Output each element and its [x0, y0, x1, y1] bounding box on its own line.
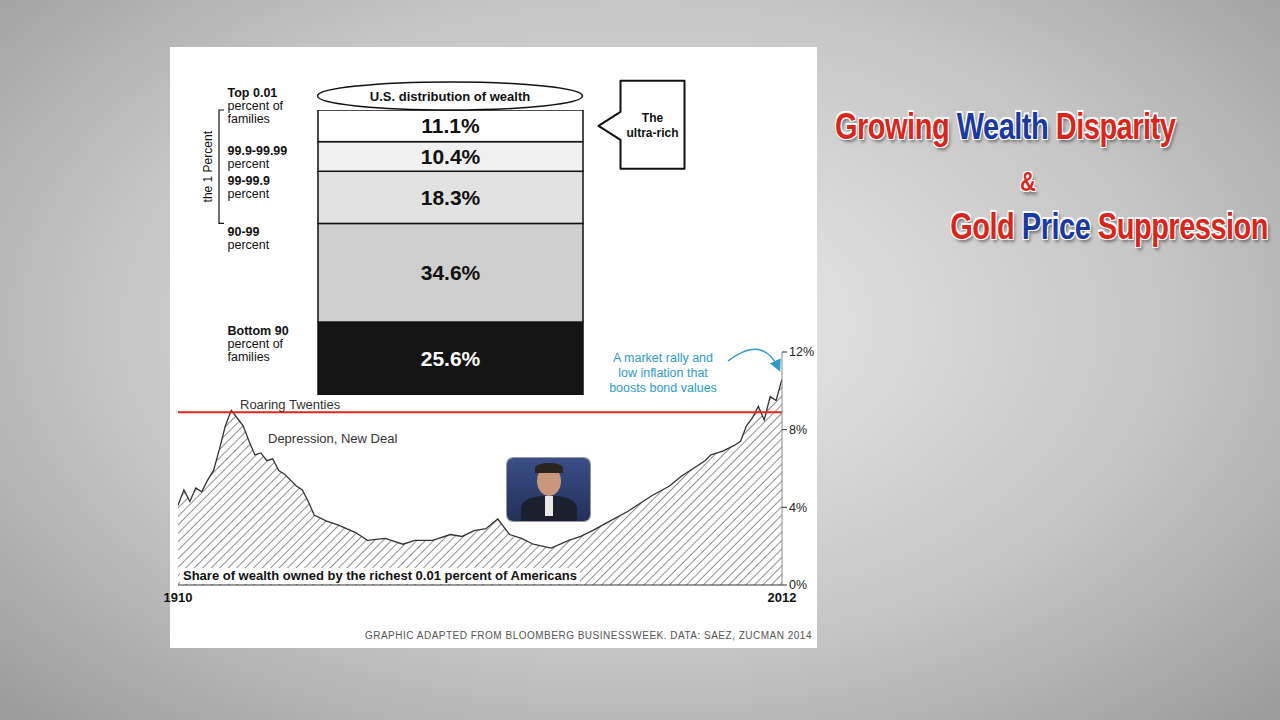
svg-text:the 1 Percent: the 1 Percent — [201, 130, 215, 202]
svg-text:Top 0.01percent offamilies: Top 0.01percent offamilies — [228, 86, 284, 126]
html-text:Gold Price Suppression: Gold Price Suppression — [950, 206, 1268, 246]
svg-text:U.S. distribution of wealth: U.S. distribution of wealth — [370, 89, 530, 104]
svg-text:25.6%: 25.6% — [421, 347, 481, 370]
svg-text:99-99.9percent: 99-99.9percent — [228, 174, 270, 201]
svg-text:99.9-99.99percent: 99.9-99.99percent — [228, 144, 288, 171]
svg-text:18.3%: 18.3% — [421, 186, 481, 209]
svg-text:12%: 12% — [789, 345, 814, 359]
svg-text:90-99percent: 90-99percent — [228, 225, 270, 252]
html-text:boosts bond values: boosts bond values — [609, 381, 717, 395]
html-text:Growing Wealth Disparity: Growing Wealth Disparity — [835, 106, 1176, 146]
svg-text:34.6%: 34.6% — [421, 261, 481, 284]
html-text:GRAPHIC ADAPTED FROM BLOOMBERG: GRAPHIC ADAPTED FROM BLOOMBERG BUSINESSW… — [365, 630, 812, 641]
svg-text:11.1%: 11.1% — [421, 114, 480, 137]
svg-text:0%: 0% — [789, 578, 807, 592]
svg-text:Theultra-rich: Theultra-rich — [626, 111, 678, 140]
svg-text:4%: 4% — [789, 501, 807, 515]
svg-text:8%: 8% — [789, 423, 807, 437]
html-text:A market rally and: A market rally and — [613, 351, 713, 365]
html-text:Roaring Twenties: Roaring Twenties — [240, 397, 341, 412]
svg-text:10.4%: 10.4% — [421, 145, 481, 168]
svg-text:1910: 1910 — [164, 590, 193, 605]
html-text:Depression, New Deal: Depression, New Deal — [268, 431, 398, 446]
html-text:low inflation that: low inflation that — [618, 366, 708, 380]
html-text:Share of wealth owned by the r: Share of wealth owned by the richest 0.0… — [183, 568, 577, 583]
svg-text:2012: 2012 — [768, 590, 797, 605]
svg-text:Bottom 90percent offamilies: Bottom 90percent offamilies — [228, 324, 289, 364]
